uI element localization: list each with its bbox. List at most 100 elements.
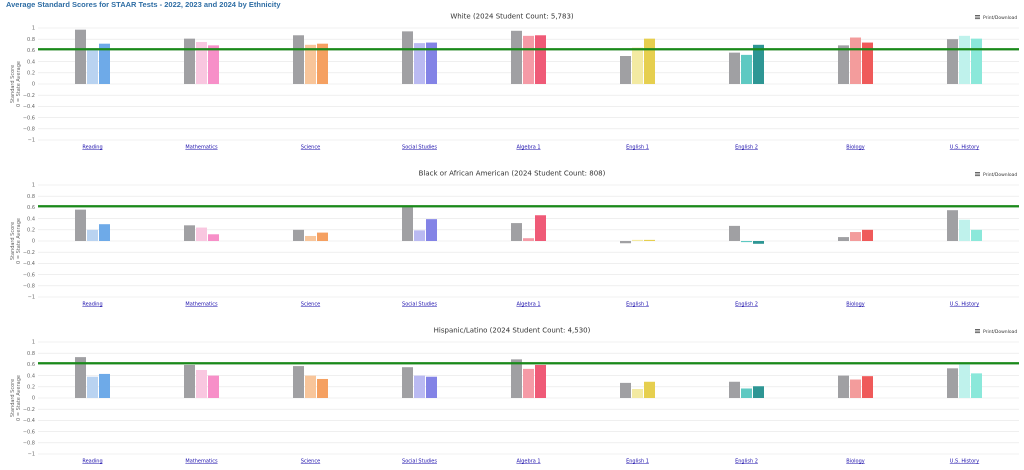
- category-link-mathematics[interactable]: Mathematics: [185, 302, 218, 308]
- bar-algebra-1-1[interactable]: [511, 223, 522, 241]
- bar-biology-2[interactable]: [850, 232, 861, 241]
- hamburger-menu-icon[interactable]: [975, 16, 980, 18]
- bar-science-3[interactable]: [317, 43, 328, 84]
- category-link-biology[interactable]: Biology: [846, 145, 865, 151]
- print-download-label[interactable]: Print/Download: [983, 329, 1017, 335]
- bar-science-1[interactable]: [293, 35, 304, 84]
- bar-mathematics-3[interactable]: [208, 234, 219, 241]
- hamburger-menu-icon[interactable]: [975, 332, 980, 334]
- bar-social-studies-2[interactable]: [414, 375, 425, 398]
- bar-mathematics-3[interactable]: [208, 45, 219, 84]
- bar-social-studies-3[interactable]: [426, 219, 437, 241]
- bar-u-s-history-2[interactable]: [959, 362, 970, 398]
- print-download-button[interactable]: Print/Download: [975, 329, 1017, 335]
- hamburger-menu-icon[interactable]: [975, 175, 980, 177]
- hamburger-menu-icon[interactable]: [975, 329, 980, 330]
- bar-biology-1[interactable]: [838, 237, 849, 241]
- bar-reading-2[interactable]: [87, 376, 98, 398]
- bar-mathematics-1[interactable]: [184, 38, 195, 84]
- bar-algebra-1-3[interactable]: [535, 35, 546, 84]
- bar-english-2-3[interactable]: [753, 241, 764, 244]
- bar-reading-1[interactable]: [75, 209, 86, 241]
- bar-mathematics-2[interactable]: [196, 370, 207, 398]
- hamburger-menu-icon[interactable]: [975, 18, 980, 20]
- bar-u-s-history-2[interactable]: [959, 35, 970, 84]
- bar-english-1-1[interactable]: [620, 382, 631, 398]
- category-link-mathematics[interactable]: Mathematics: [185, 145, 218, 151]
- bar-social-studies-3[interactable]: [426, 42, 437, 84]
- print-download-label[interactable]: Print/Download: [983, 15, 1017, 21]
- bar-social-studies-2[interactable]: [414, 43, 425, 84]
- bar-biology-1[interactable]: [838, 375, 849, 398]
- bar-algebra-1-2[interactable]: [523, 35, 534, 84]
- category-link-biology[interactable]: Biology: [846, 459, 865, 465]
- category-link-science[interactable]: Science: [301, 302, 320, 308]
- category-link-english-1[interactable]: English 1: [626, 459, 649, 465]
- bar-english-2-2[interactable]: [741, 54, 752, 84]
- bar-social-studies-1[interactable]: [402, 367, 413, 398]
- bar-english-1-3[interactable]: [644, 239, 655, 241]
- bar-algebra-1-2[interactable]: [523, 368, 534, 398]
- category-link-social-studies[interactable]: Social Studies: [402, 145, 437, 151]
- category-link-social-studies[interactable]: Social Studies: [402, 302, 437, 308]
- bar-biology-2[interactable]: [850, 379, 861, 398]
- bar-mathematics-2[interactable]: [196, 42, 207, 84]
- category-link-biology[interactable]: Biology: [846, 302, 865, 308]
- bar-u-s-history-1[interactable]: [947, 368, 958, 398]
- bar-science-2[interactable]: [305, 44, 316, 84]
- category-link-science[interactable]: Science: [301, 145, 320, 151]
- bar-reading-2[interactable]: [87, 229, 98, 241]
- bar-reading-1[interactable]: [75, 357, 86, 398]
- bar-english-2-3[interactable]: [753, 386, 764, 398]
- category-link-social-studies[interactable]: Social Studies: [402, 459, 437, 465]
- bar-english-2-1[interactable]: [729, 52, 740, 84]
- bar-english-1-1[interactable]: [620, 241, 631, 244]
- bar-english-1-3[interactable]: [644, 38, 655, 84]
- bar-u-s-history-1[interactable]: [947, 39, 958, 84]
- bar-mathematics-1[interactable]: [184, 225, 195, 241]
- bar-reading-3[interactable]: [99, 224, 110, 241]
- bar-social-studies-1[interactable]: [402, 31, 413, 84]
- bar-reading-3[interactable]: [99, 43, 110, 84]
- bar-english-2-1[interactable]: [729, 381, 740, 398]
- print-download-label[interactable]: Print/Download: [983, 172, 1017, 178]
- category-link-u-s-history[interactable]: U.S. History: [950, 145, 979, 151]
- bar-science-3[interactable]: [317, 378, 328, 398]
- bar-algebra-1-1[interactable]: [511, 30, 522, 84]
- bar-u-s-history-3[interactable]: [971, 38, 982, 84]
- print-download-button[interactable]: Print/Download: [975, 172, 1017, 178]
- category-link-english-2[interactable]: English 2: [735, 302, 758, 308]
- bar-english-2-2[interactable]: [741, 241, 752, 243]
- category-link-english-2[interactable]: English 2: [735, 459, 758, 465]
- category-link-reading[interactable]: Reading: [82, 302, 102, 308]
- category-link-english-2[interactable]: English 2: [735, 145, 758, 151]
- bar-algebra-1-3[interactable]: [535, 215, 546, 241]
- bar-algebra-1-3[interactable]: [535, 364, 546, 398]
- bar-mathematics-1[interactable]: [184, 364, 195, 398]
- bar-english-2-1[interactable]: [729, 225, 740, 241]
- bar-social-studies-2[interactable]: [414, 230, 425, 241]
- category-link-science[interactable]: Science: [301, 459, 320, 465]
- hamburger-menu-icon[interactable]: [975, 172, 980, 173]
- bar-science-1[interactable]: [293, 229, 304, 241]
- bar-biology-3[interactable]: [862, 229, 873, 241]
- bar-reading-1[interactable]: [75, 29, 86, 84]
- bar-english-1-3[interactable]: [644, 381, 655, 398]
- bar-english-1-1[interactable]: [620, 56, 631, 84]
- category-link-u-s-history[interactable]: U.S. History: [950, 459, 979, 465]
- category-link-algebra-1[interactable]: Algebra 1: [516, 459, 540, 465]
- category-link-english-1[interactable]: English 1: [626, 145, 649, 151]
- bar-algebra-1-1[interactable]: [511, 359, 522, 398]
- bar-mathematics-2[interactable]: [196, 227, 207, 241]
- bar-u-s-history-3[interactable]: [971, 229, 982, 241]
- bar-science-1[interactable]: [293, 366, 304, 398]
- bar-biology-3[interactable]: [862, 42, 873, 84]
- bar-u-s-history-1[interactable]: [947, 210, 958, 241]
- hamburger-menu-icon[interactable]: [975, 330, 980, 332]
- bar-science-2[interactable]: [305, 375, 316, 398]
- category-link-english-1[interactable]: English 1: [626, 302, 649, 308]
- bar-reading-2[interactable]: [87, 48, 98, 84]
- bar-english-1-2[interactable]: [632, 389, 643, 398]
- category-link-reading[interactable]: Reading: [82, 145, 102, 151]
- bar-social-studies-1[interactable]: [402, 206, 413, 241]
